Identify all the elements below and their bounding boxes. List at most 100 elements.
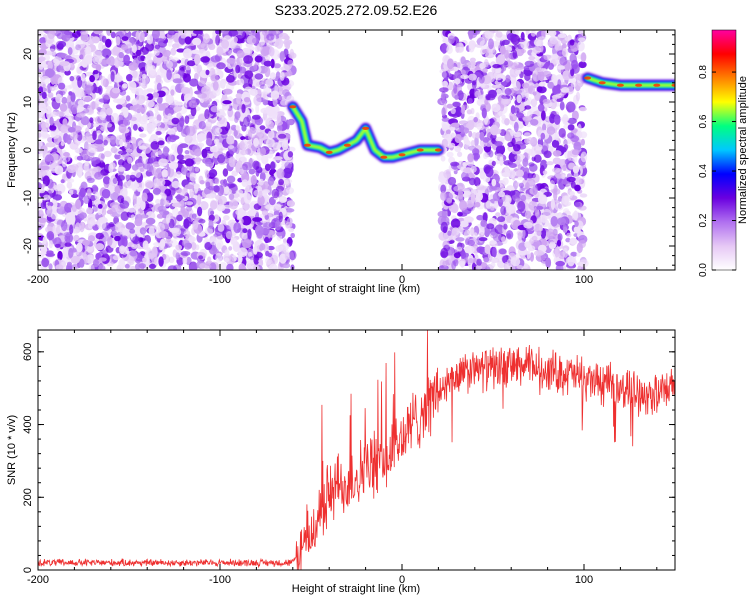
noise-blob — [558, 251, 565, 259]
noise-blob — [441, 138, 448, 148]
noise-blob — [206, 193, 216, 199]
noise-blob — [98, 98, 108, 103]
noise-blob — [103, 139, 108, 146]
noise-blob — [570, 181, 576, 189]
y-tick-label: 20 — [22, 48, 34, 60]
noise-blob — [42, 175, 50, 187]
noise-blob — [139, 167, 145, 172]
noise-blob — [166, 60, 174, 69]
noise-blob — [205, 137, 213, 146]
noise-blob — [513, 121, 519, 133]
noise-blob — [264, 204, 271, 209]
noise-blob — [80, 73, 86, 82]
noise-blob — [87, 177, 95, 183]
noise-blob — [131, 44, 137, 54]
noise-blob — [262, 46, 271, 56]
noise-blob — [76, 69, 82, 74]
noise-blob — [64, 40, 75, 48]
noise-blob — [532, 184, 538, 196]
noise-blob — [216, 46, 224, 56]
noise-blob — [286, 95, 295, 103]
noise-blob — [476, 122, 485, 131]
y-tick-label: 400 — [22, 415, 34, 433]
noise-blob — [184, 36, 192, 45]
noise-blob — [494, 128, 502, 135]
noise-blob — [459, 200, 467, 211]
noise-blob — [494, 199, 499, 210]
noise-blob — [140, 32, 145, 42]
noise-blob — [148, 226, 155, 236]
noise-blob — [65, 213, 76, 225]
noise-blob — [93, 258, 99, 268]
noise-blob — [261, 78, 268, 85]
noise-blob — [184, 184, 195, 190]
noise-blob — [176, 48, 185, 53]
noise-blob — [146, 163, 154, 173]
noise-blob — [565, 237, 571, 243]
noise-blob — [519, 182, 524, 188]
noise-blob — [134, 87, 144, 96]
noise-blob — [192, 37, 202, 46]
noise-blob — [281, 242, 290, 251]
noise-blob — [241, 179, 249, 187]
noise-blob — [130, 143, 137, 150]
noise-blob — [504, 133, 512, 141]
noise-blob — [441, 97, 446, 104]
noise-blob — [551, 139, 560, 148]
noise-blob — [130, 265, 136, 270]
noise-blob — [278, 262, 287, 268]
x-tick-label: 0 — [399, 574, 405, 586]
noise-blob — [199, 180, 205, 185]
y-tick-label: 0 — [22, 567, 34, 573]
noise-blob — [273, 63, 282, 69]
noise-blob — [141, 192, 148, 202]
noise-blob — [206, 63, 215, 70]
ridge-peak — [325, 150, 333, 154]
noise-blob — [524, 96, 533, 106]
noise-blob — [172, 78, 183, 84]
noise-blob — [263, 84, 271, 95]
noise-blob — [139, 227, 147, 235]
noise-blob — [222, 88, 233, 95]
noise-blob — [182, 48, 192, 59]
noise-blob — [47, 60, 53, 71]
noise-blob — [279, 51, 285, 62]
noise-blob — [287, 59, 294, 67]
noise-blob — [179, 65, 187, 71]
noise-blob — [85, 132, 91, 139]
noise-blob — [166, 69, 172, 81]
noise-blob — [48, 263, 53, 270]
noise-blob — [47, 92, 54, 98]
noise-blob — [96, 130, 102, 135]
noise-blob — [186, 204, 193, 212]
noise-blob — [121, 44, 128, 51]
noise-blob — [440, 247, 449, 259]
noise-blob — [259, 125, 266, 130]
noise-blob — [112, 255, 120, 261]
noise-blob — [484, 59, 489, 68]
noise-blob — [82, 239, 90, 246]
noise-blob — [274, 120, 284, 126]
noise-blob — [157, 150, 163, 156]
noise-blob — [207, 256, 212, 264]
noise-blob — [268, 263, 278, 270]
noise-blob — [160, 159, 170, 164]
noise-blob — [145, 217, 156, 225]
x-tick-label: -200 — [27, 574, 49, 586]
noise-blob — [198, 121, 206, 130]
noise-blob — [161, 169, 169, 178]
noise-blob — [93, 30, 103, 35]
noise-blob — [473, 153, 479, 162]
noise-blob — [580, 151, 588, 163]
noise-blob — [274, 203, 282, 211]
noise-blob — [484, 244, 491, 254]
noise-blob — [264, 66, 271, 78]
noise-blob — [191, 49, 200, 55]
noise-blob — [218, 115, 226, 125]
noise-blob — [217, 154, 226, 164]
noise-blob — [122, 83, 128, 89]
noise-blob — [448, 35, 455, 44]
noise-blob — [454, 145, 462, 153]
noise-blob — [238, 263, 246, 270]
noise-blob — [501, 94, 510, 100]
